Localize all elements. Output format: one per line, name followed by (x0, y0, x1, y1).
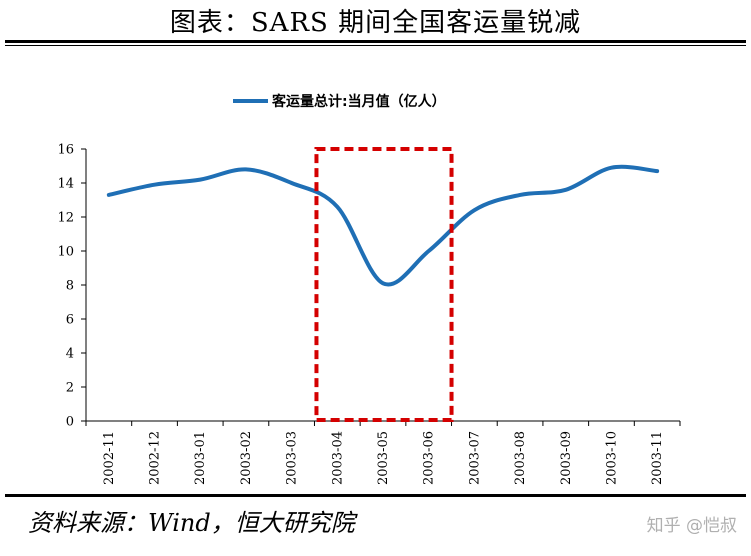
y-tick-label: 6 (66, 313, 74, 328)
series-lines (106, 164, 660, 287)
series-line (106, 164, 660, 287)
y-tick-label: 0 (66, 415, 74, 430)
y-tick-label: 14 (57, 177, 74, 192)
legend-label: 客运量总计:当月值（亿人） (271, 93, 446, 110)
bottom-rule (5, 494, 746, 497)
highlight-box (314, 147, 454, 422)
x-tick-label: 2002-11 (102, 431, 117, 485)
x-tick-label: 2003-03 (285, 431, 300, 485)
highlight-box-group (314, 147, 454, 422)
source-note: 资料来源：Wind，恒大研究院 (28, 509, 355, 537)
top-rule-thin (5, 45, 746, 46)
y-tick-label: 10 (57, 245, 74, 260)
x-tick-labels: 2002-11 2002-12 2003-01 2003-02 2003-03 2003-… (102, 431, 665, 485)
x-tick-label: 2003-08 (513, 431, 528, 485)
y-tick-label: 4 (66, 347, 74, 362)
y-tick-label: 12 (57, 211, 74, 226)
x-tick-label: 2003-01 (193, 431, 208, 485)
x-tick-label: 2003-07 (467, 431, 482, 485)
y-tick-label: 16 (57, 143, 74, 158)
page-title: 图表：SARS 期间全国客运量锐减 (169, 8, 582, 38)
x-tick-label: 2003-02 (239, 431, 254, 485)
y-tick-label: 8 (66, 279, 74, 294)
x-tick-label: 2003-05 (376, 431, 391, 485)
axes (81, 148, 681, 426)
y-tick-label: 2 (66, 381, 74, 396)
x-tick-label: 2002-12 (148, 431, 163, 485)
legend: 客运量总计:当月值（亿人） (233, 93, 446, 110)
top-rule (5, 40, 746, 43)
x-tick-label: 2003-06 (422, 431, 437, 485)
watermark: 知乎 @恺叔 (646, 516, 737, 536)
x-tick-label: 2003-11 (650, 431, 665, 485)
x-tick-label: 2003-09 (559, 431, 574, 485)
y-tick-labels: 0 2 4 6 8 10 12 14 16 (57, 143, 74, 430)
x-tick-label: 2003-04 (330, 431, 345, 485)
x-tick-label: 2003-10 (604, 431, 619, 485)
